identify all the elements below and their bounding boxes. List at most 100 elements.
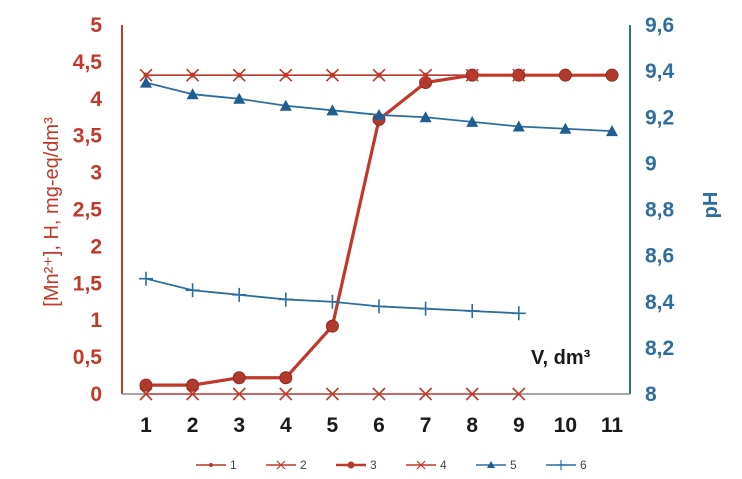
series-5-point	[559, 122, 572, 134]
legend-label: 3	[370, 458, 377, 472]
legend-item: 5	[476, 458, 517, 472]
y-left-tick-label: 3,5	[73, 125, 103, 148]
series-5-point	[606, 125, 618, 137]
series-3-point	[186, 378, 200, 392]
series-4-point	[512, 68, 526, 82]
legend-label: 2	[300, 458, 307, 472]
series-2-point	[372, 387, 386, 401]
series-6-point	[139, 271, 153, 286]
tick-labels: 0 0,5 1 1,5 2 2,5 3 3,5 4 4,5 5 8 8,2 8,4 8,6 8,8 9 9,2 9,…	[73, 14, 675, 437]
y-left-tick-label: 4,5	[73, 51, 103, 74]
series-5-point	[279, 99, 292, 111]
x-tick-label: 5	[327, 414, 339, 437]
series-5-point	[326, 104, 339, 116]
y-left-tick-label: 0,5	[73, 346, 103, 369]
series-3-point	[325, 319, 339, 333]
series-4-point	[465, 68, 479, 82]
series-6-point	[278, 292, 293, 307]
series-5-point	[140, 76, 152, 88]
series-4-point	[419, 68, 433, 82]
y-left-tick-label: 2	[90, 235, 102, 258]
y-axis-label-left: [Mn²⁺], H, mg-eq/dm³	[41, 117, 63, 307]
x-axis-annotation: V, dm³	[531, 347, 591, 369]
series-6-point	[372, 299, 386, 314]
legend-label: 6	[580, 458, 587, 472]
series-5-point	[466, 115, 479, 127]
series-6-point	[185, 283, 200, 298]
series-4-point	[232, 68, 246, 82]
series-4-point	[279, 68, 293, 82]
legend-item: 6	[546, 458, 587, 472]
legend-item: 4	[406, 458, 447, 472]
x-tick-label: 2	[187, 414, 199, 437]
y-left-tick-label: 1	[90, 309, 102, 332]
y-right-tick-label: 9,6	[645, 14, 674, 37]
series-3-point	[605, 68, 619, 82]
y-left-tick-label: 1,5	[73, 272, 103, 295]
series-6-point	[232, 287, 247, 302]
y-right-tick-label: 9	[645, 152, 657, 175]
series-4-point	[139, 68, 153, 82]
legend: 1 2 3 4 5 6	[196, 458, 587, 472]
series-3-point	[279, 371, 293, 385]
series-5-point	[512, 120, 525, 132]
y-left-tick-label: 4	[90, 88, 102, 111]
y-right-tick-label: 9,4	[645, 60, 675, 83]
legend-marker	[487, 461, 495, 468]
series-2-point	[325, 387, 339, 401]
legend-label: 4	[440, 458, 447, 472]
legend-marker	[347, 461, 355, 469]
y-left-tick-label: 5	[90, 14, 102, 37]
plot-area	[139, 68, 619, 401]
y-right-tick-label: 8,4	[645, 291, 675, 314]
series-2-point	[465, 387, 479, 401]
series-5-point	[419, 111, 432, 123]
x-tick-label: 7	[420, 414, 432, 437]
x-tick-label: 10	[554, 414, 577, 437]
x-tick-label: 9	[513, 414, 525, 437]
series-3-point	[558, 68, 572, 82]
legend-item: 3	[336, 458, 377, 472]
y-right-tick-label: 8,2	[645, 337, 674, 360]
series-4	[139, 68, 526, 82]
y-axis-label-right: pH	[700, 192, 722, 219]
series-5-point	[186, 88, 199, 100]
series-2-point	[512, 387, 526, 401]
y-left-tick-label: 3	[90, 162, 102, 185]
x-tick-label: 1	[140, 414, 152, 437]
x-tick-label: 6	[373, 414, 385, 437]
y-left-tick-label: 2,5	[73, 199, 103, 222]
series-6-point	[325, 294, 340, 309]
x-tick-label: 11	[601, 414, 624, 437]
series-2-point	[419, 387, 433, 401]
series-6-point	[418, 301, 433, 316]
series-3-point	[232, 371, 246, 385]
legend-item: 2	[266, 458, 307, 472]
series-5-point	[233, 92, 246, 104]
series-2	[139, 387, 526, 401]
series-6-point	[465, 303, 480, 318]
y-right-tick-label: 9,2	[645, 106, 674, 129]
legend-marker	[209, 463, 213, 467]
series-6-point	[511, 306, 526, 321]
legend-label: 1	[230, 458, 237, 472]
series-5-point	[373, 108, 385, 120]
series-4-point	[325, 68, 339, 82]
series-5	[140, 76, 618, 137]
series-3-point	[139, 378, 153, 392]
y-right-tick-label: 8	[645, 383, 657, 406]
series-3-point	[419, 76, 433, 90]
legend-marker	[276, 460, 286, 470]
legend-item: 1	[196, 458, 237, 472]
y-right-tick-label: 8,8	[645, 199, 675, 222]
series-2-point	[232, 387, 246, 401]
x-tick-label: 4	[280, 414, 292, 437]
legend-label: 5	[510, 458, 517, 472]
x-tick-label: 3	[233, 414, 245, 437]
y-left-tick-label: 0	[90, 383, 102, 406]
y-right-tick-label: 8,6	[645, 245, 674, 268]
x-tick-label: 8	[466, 414, 478, 437]
legend-marker	[556, 460, 566, 470]
series-6	[139, 271, 526, 321]
